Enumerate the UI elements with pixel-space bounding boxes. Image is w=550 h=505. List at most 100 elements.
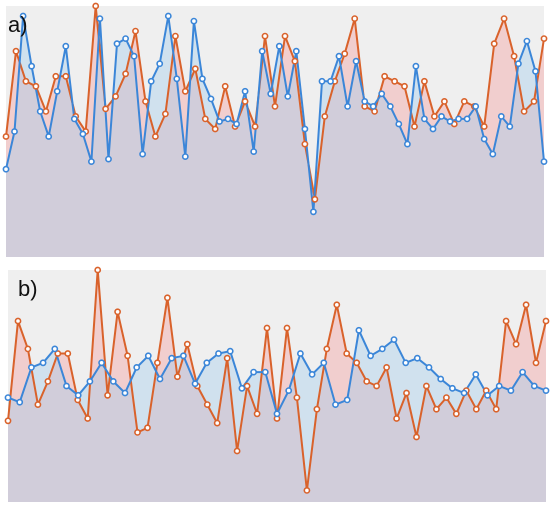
series-2-point — [395, 120, 403, 128]
series-2-point — [530, 382, 538, 390]
series-2-point — [438, 113, 445, 120]
series-1-point — [102, 105, 109, 113]
series-1-point — [411, 123, 418, 130]
series-2-point — [515, 60, 522, 68]
series-2-point — [121, 389, 129, 397]
series-1-point — [52, 72, 60, 80]
series-1-point — [144, 424, 151, 432]
series-2-point — [420, 115, 428, 123]
series-1-point — [132, 27, 139, 35]
series-1-point — [413, 433, 420, 441]
series-2-point — [19, 12, 27, 20]
series-1-point — [171, 32, 179, 40]
series-2-point — [156, 60, 164, 68]
series-2-point — [224, 115, 232, 123]
series-1-point — [351, 15, 359, 22]
chart-b-svg — [4, 266, 550, 502]
series-2-point — [403, 140, 411, 148]
series-2-point — [284, 93, 292, 100]
series-2-point — [275, 42, 283, 50]
series-2-point — [285, 387, 293, 395]
series-2-point — [292, 47, 300, 55]
chart-a-svg — [2, 2, 548, 257]
series-1-point — [333, 301, 341, 309]
series-2-point — [446, 118, 454, 125]
series-2-point — [113, 40, 121, 48]
series-2-point — [198, 75, 206, 83]
series-2-point — [147, 77, 155, 85]
series-1-point — [24, 345, 32, 353]
series-1-point — [151, 133, 159, 140]
series-1-point — [12, 47, 20, 55]
series-1-point — [112, 93, 119, 100]
series-2-point — [390, 336, 398, 343]
series-2-point — [308, 371, 316, 378]
series-1-point — [2, 133, 10, 140]
series-2-point — [4, 394, 12, 401]
series-2-point — [480, 135, 488, 143]
series-1-point — [512, 340, 520, 348]
series-1-point — [263, 324, 271, 332]
series-1-point — [442, 394, 450, 401]
series-2-point — [532, 67, 539, 75]
series-1-point — [183, 340, 191, 348]
series-2-point — [88, 158, 95, 165]
series-1-point — [341, 50, 349, 58]
series-2-point — [139, 150, 146, 158]
series-1-point — [14, 317, 22, 325]
series-1-point — [62, 72, 70, 80]
series-1-point — [492, 405, 500, 413]
series-1-point — [203, 401, 211, 408]
series-2-point — [484, 391, 491, 399]
series-1-point — [303, 486, 311, 494]
series-1-point — [114, 308, 121, 316]
series-1-point — [271, 103, 279, 110]
series-2-point — [425, 364, 433, 371]
series-1-point — [291, 57, 299, 65]
series-2-point — [179, 352, 187, 360]
series-2-point — [27, 364, 35, 371]
series-2-point — [273, 410, 281, 418]
series-1-point — [94, 266, 102, 274]
series-2-point — [344, 103, 351, 110]
series-2-point — [79, 130, 87, 138]
series-1-point — [542, 317, 550, 325]
series-2-point — [495, 382, 503, 390]
series-1-point — [122, 70, 129, 78]
series-1-point — [452, 410, 460, 418]
series-2-point — [173, 75, 181, 83]
series-2-point — [238, 384, 246, 392]
series-2-point — [343, 396, 351, 404]
series-2-point — [519, 368, 526, 376]
series-1-point — [343, 350, 351, 357]
series-1-point — [422, 382, 430, 390]
series-2-line — [5, 15, 545, 213]
series-2-point — [144, 352, 152, 360]
series-2-point — [448, 384, 456, 392]
series-2-point — [63, 382, 70, 390]
panel-label-b: b) — [18, 276, 38, 301]
series-2-point — [203, 359, 211, 367]
series-1-point — [221, 82, 229, 90]
series-1-point — [472, 405, 480, 413]
series-1-point — [54, 350, 62, 357]
series-1-point — [530, 98, 538, 105]
series-2-point — [53, 87, 61, 95]
series-2-point — [429, 125, 437, 133]
series-1-point — [4, 417, 12, 425]
series-2-point — [412, 62, 420, 70]
plot-background — [8, 270, 546, 502]
series-2-point — [156, 375, 164, 383]
series-2-point — [122, 35, 129, 42]
series-2-point — [318, 77, 326, 85]
series-2-point — [39, 359, 47, 367]
series-2-point — [523, 37, 531, 45]
series-1-point — [403, 389, 410, 397]
series-2-point — [542, 387, 550, 395]
series-2-point — [472, 103, 480, 110]
series-2-point — [378, 345, 386, 353]
series-2-point — [109, 378, 117, 385]
series-1-point — [440, 98, 448, 105]
series-2-point — [215, 350, 222, 357]
series-2-point — [133, 364, 141, 371]
